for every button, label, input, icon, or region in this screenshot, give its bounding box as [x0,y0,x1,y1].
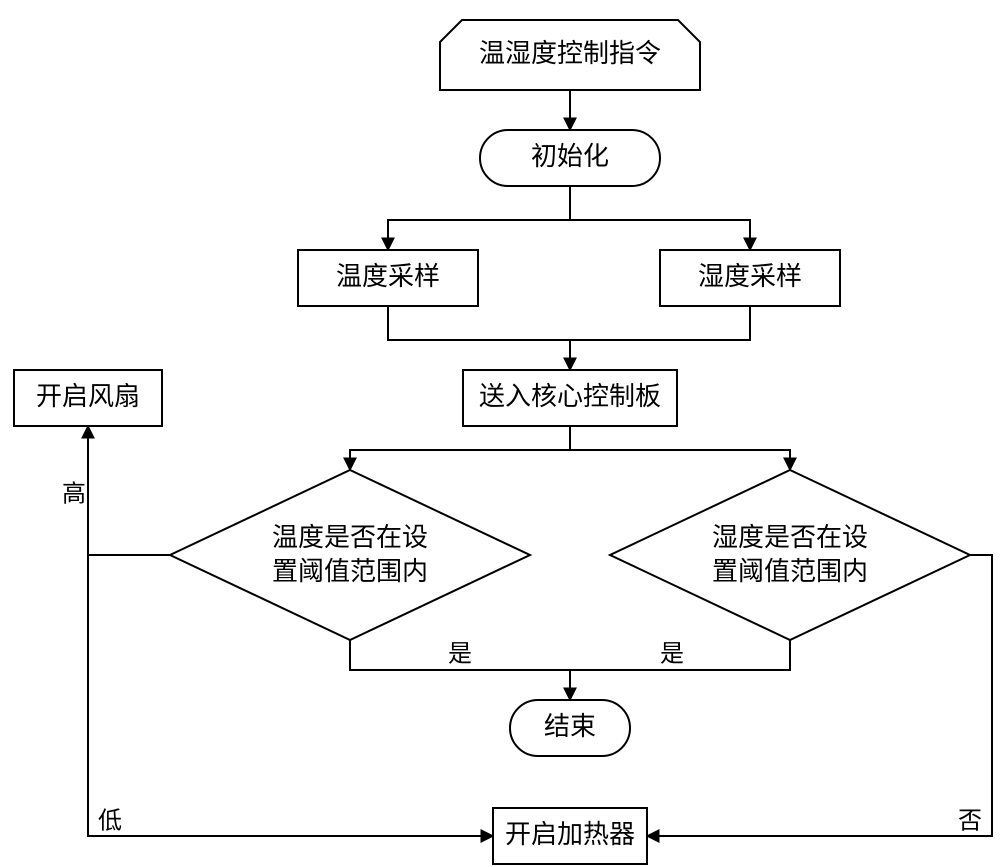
node-label: 置阈值范围内 [272,556,428,586]
edge [570,450,790,470]
node-label: 初始化 [531,141,609,171]
edge [388,306,570,340]
node-label: 湿度是否在设 [712,522,868,552]
edge-label: 是 [660,640,684,667]
node-label: 置阈值范围内 [712,556,868,586]
edge-label: 高 [62,480,86,507]
edge [570,220,750,250]
edge [388,220,570,250]
node-label: 温度采样 [336,261,440,291]
edge-label: 低 [98,807,122,834]
node-label: 开启风扇 [36,381,140,411]
edge [88,426,170,555]
node-label: 温湿度控制指令 [479,38,661,68]
node-label: 湿度采样 [698,261,802,291]
node-label: 温度是否在设 [272,522,428,552]
node-label: 结束 [544,711,596,741]
edge-label: 否 [958,807,982,834]
edge [570,306,750,340]
node-label: 开启加热器 [505,819,635,849]
node-label: 送入核心控制板 [479,381,661,411]
edge [350,450,570,470]
edge-label: 是 [448,640,472,667]
